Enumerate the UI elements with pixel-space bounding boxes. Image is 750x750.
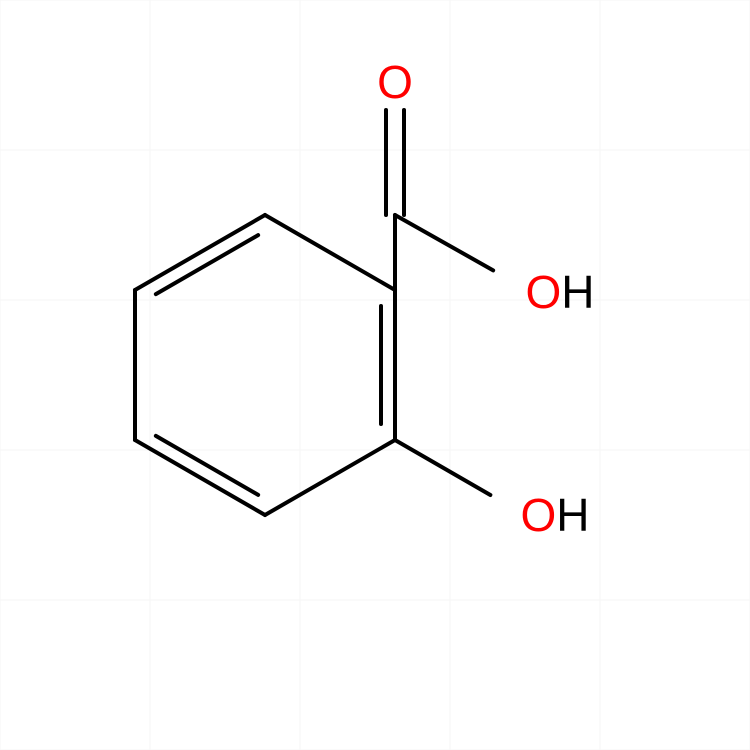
atom-label-O9: OH: [525, 269, 594, 315]
atom-label-O8: O: [377, 59, 413, 105]
atom-label-O10: OH: [520, 492, 589, 538]
molecule-svg: [0, 0, 750, 750]
chemical-structure-canvas: O OH OH: [0, 0, 750, 750]
